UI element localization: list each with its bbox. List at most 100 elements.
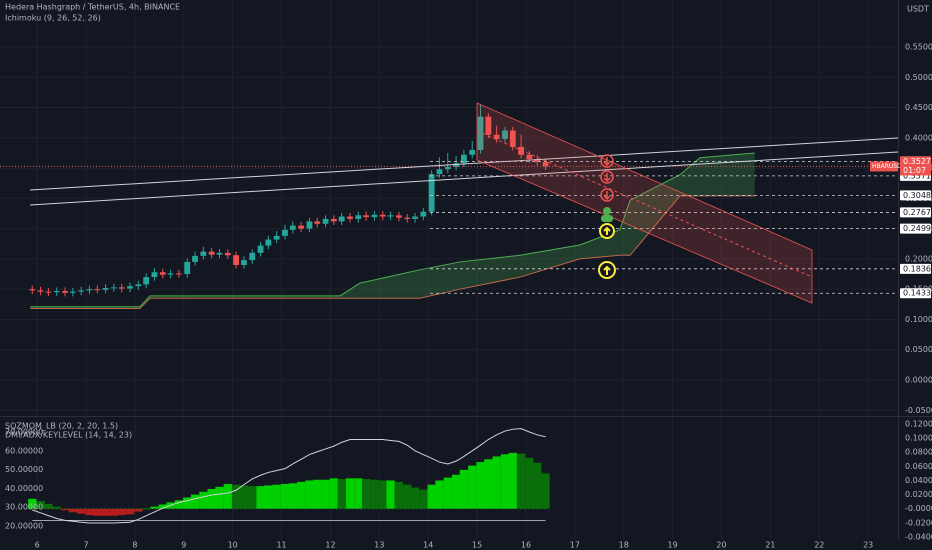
- candle-body: [37, 290, 44, 292]
- channel-mid: [476, 130, 813, 278]
- momentum-bar: [199, 491, 208, 509]
- candle-body: [412, 216, 418, 219]
- momentum-bar: [68, 508, 77, 513]
- level-label: 0.27675: [903, 208, 932, 217]
- level-label: 0.24995: [903, 224, 932, 233]
- momentum-bar: [142, 508, 151, 510]
- momentum-bar: [52, 506, 61, 509]
- candle-body: [102, 287, 109, 290]
- countdown-label: 01:07: [903, 166, 926, 175]
- candle-body: [224, 252, 231, 256]
- candle-body: [387, 215, 394, 217]
- momentum-bar: [264, 485, 273, 509]
- candle-body: [444, 166, 451, 170]
- x-tick-label: 15: [472, 541, 482, 550]
- currency-label: USDT: [907, 5, 929, 14]
- momentum-bar: [134, 508, 143, 512]
- candle-body: [233, 255, 240, 265]
- candle-body: [184, 261, 191, 275]
- candle-body: [526, 154, 533, 160]
- candle-body: [135, 284, 142, 287]
- drawings: [29, 102, 899, 304]
- x-tick-label: 10: [228, 541, 238, 550]
- x-tick-label: 14: [423, 541, 433, 550]
- x-tick-label: 21: [765, 541, 775, 550]
- momentum-bar: [394, 481, 404, 509]
- x-tick-label: 18: [619, 541, 629, 550]
- candle-body: [314, 221, 321, 224]
- y2-tick-label: -0.02000: [905, 518, 932, 527]
- momentum-bar: [280, 483, 290, 509]
- level-label: 0.30488: [903, 191, 932, 200]
- candle-body: [461, 154, 467, 164]
- grid: [0, 0, 898, 540]
- candle-body: [542, 162, 549, 167]
- candle-body: [110, 287, 117, 289]
- candle-body: [420, 211, 427, 217]
- candle-body: [143, 277, 150, 285]
- signal-icon: [601, 215, 613, 222]
- candle-body: [167, 273, 174, 275]
- span-a: [30, 152, 755, 308]
- momentum-bar: [76, 508, 86, 514]
- momentum-bar: [354, 478, 363, 509]
- momentum-bar: [451, 474, 461, 509]
- momentum-bar: [533, 462, 542, 509]
- level-tag: [900, 223, 931, 234]
- momentum-bar: [117, 508, 126, 516]
- momentum-bar: [313, 479, 322, 509]
- momentum-bar: [410, 487, 420, 509]
- momentum-bar: [183, 497, 192, 509]
- candle-body: [78, 290, 85, 292]
- candle-body: [469, 149, 476, 155]
- y-tick-label: 70.00000: [5, 428, 43, 437]
- momentum-bar: [28, 498, 37, 509]
- candle-body: [485, 116, 492, 135]
- momentum-bar: [427, 484, 436, 509]
- momentum-bar: [484, 459, 493, 509]
- momentum-bar: [492, 456, 501, 509]
- candle-body: [502, 130, 508, 140]
- momentum-bar: [321, 479, 330, 509]
- candle-body: [273, 235, 280, 240]
- axes: -0.050000.000000.050000.100000.150000.20…: [5, 42, 932, 549]
- momentum-bar: [419, 489, 428, 509]
- x-tick-label: 22: [814, 541, 824, 550]
- momentum-bar: [215, 486, 224, 509]
- x-tick-label: 20: [716, 541, 726, 550]
- candle-body: [306, 221, 313, 229]
- candle-body: [477, 116, 484, 150]
- x-tick-label: 16: [521, 541, 531, 550]
- x-tick-label: 6: [35, 541, 40, 550]
- level-tag: [900, 190, 931, 201]
- candle-body: [436, 169, 443, 175]
- level-label: 0.33711: [903, 171, 932, 180]
- momentum-bar: [190, 494, 200, 509]
- level-tag: [900, 207, 931, 218]
- momentum-bar: [174, 500, 184, 509]
- signal-icon: [600, 188, 614, 202]
- candle-body: [241, 260, 247, 265]
- momentum-bar: [541, 473, 550, 509]
- x-tick-label: 19: [668, 541, 678, 550]
- trend-line: [29, 151, 899, 206]
- level-label: 0.14333: [903, 289, 932, 298]
- candle-body: [265, 239, 272, 246]
- momentum-bar: [305, 480, 314, 509]
- momentum-bar: [296, 481, 306, 509]
- momentum-bar: [288, 483, 297, 509]
- candle-body: [118, 287, 125, 289]
- momentum-bar: [93, 508, 102, 516]
- candle-body: [379, 214, 386, 217]
- candle-body: [363, 215, 370, 218]
